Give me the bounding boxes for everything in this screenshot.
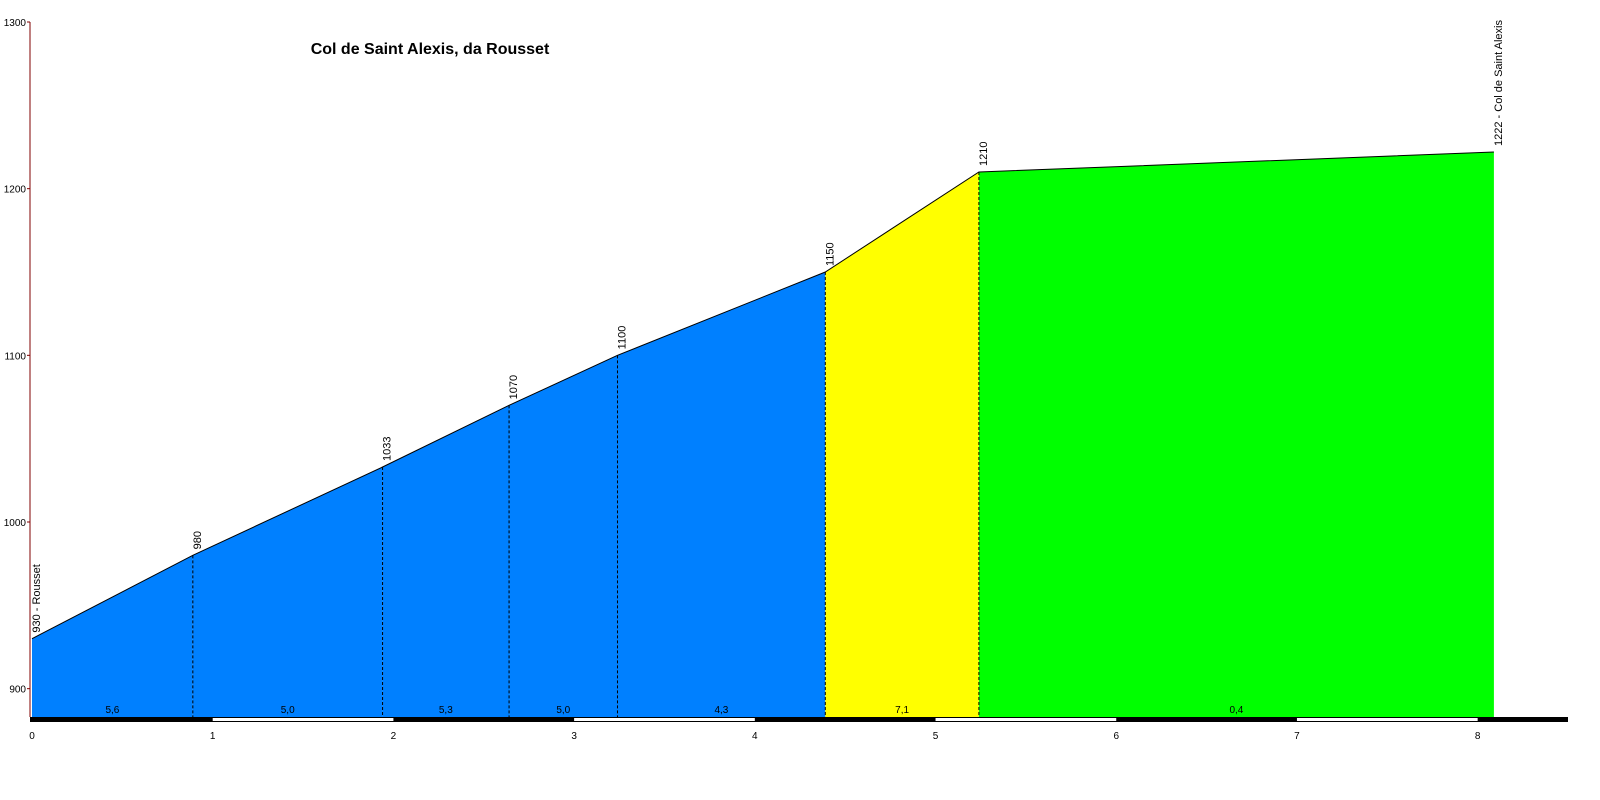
profile-segment	[617, 272, 826, 717]
x-tick-label: 3	[571, 731, 577, 742]
gradient-label: 5,3	[439, 705, 453, 716]
profile-line	[31, 151, 1494, 640]
x-tick-label: 1	[210, 731, 216, 742]
x-scale-white	[212, 718, 394, 721]
y-tick-label: 900	[9, 685, 26, 696]
point-label: 1070	[508, 375, 520, 399]
x-scale-white	[574, 718, 755, 721]
x-tick-label: 8	[1475, 731, 1481, 742]
point-label: 1210	[978, 142, 990, 166]
gradient-label: 4,3	[714, 705, 728, 716]
point-label: 930 - Rousset	[31, 564, 43, 632]
x-scale-white	[935, 718, 1117, 721]
y-tick-label: 1100	[4, 351, 26, 362]
profile-segment	[382, 405, 510, 717]
x-tick-label: 2	[391, 731, 397, 742]
point-label: 1033	[382, 437, 394, 461]
point-label: 1150	[824, 242, 836, 266]
gradient-label: 0,4	[1229, 705, 1243, 716]
y-tick-label: 1200	[4, 185, 27, 196]
x-tick-label: 6	[1113, 731, 1119, 742]
gradient-label: 5,6	[105, 705, 119, 716]
profile-segment	[978, 152, 1494, 717]
point-label: 1100	[616, 326, 628, 350]
chart-title: Col de Saint Alexis, da Rousset	[311, 41, 550, 58]
profile-segment	[509, 355, 618, 717]
y-tick-label: 1000	[4, 518, 27, 529]
gradient-label: 5,0	[556, 705, 570, 716]
x-axis-bar	[30, 717, 1568, 722]
profile-segment	[32, 555, 193, 717]
point-label: 1222 - Col de Saint Alexis	[1493, 20, 1505, 146]
gradient-label: 7,1	[895, 705, 909, 716]
x-tick-label: 0	[29, 731, 35, 742]
x-tick-label: 7	[1294, 731, 1300, 742]
x-tick-label: 4	[752, 731, 758, 742]
point-label: 980	[192, 531, 204, 549]
x-tick-label: 5	[933, 731, 939, 742]
profile-segment	[192, 467, 383, 717]
y-tick-label: 1300	[4, 18, 27, 29]
gradient-label: 5,0	[281, 705, 295, 716]
profile-segment	[825, 172, 979, 717]
x-scale-white	[1296, 718, 1478, 721]
